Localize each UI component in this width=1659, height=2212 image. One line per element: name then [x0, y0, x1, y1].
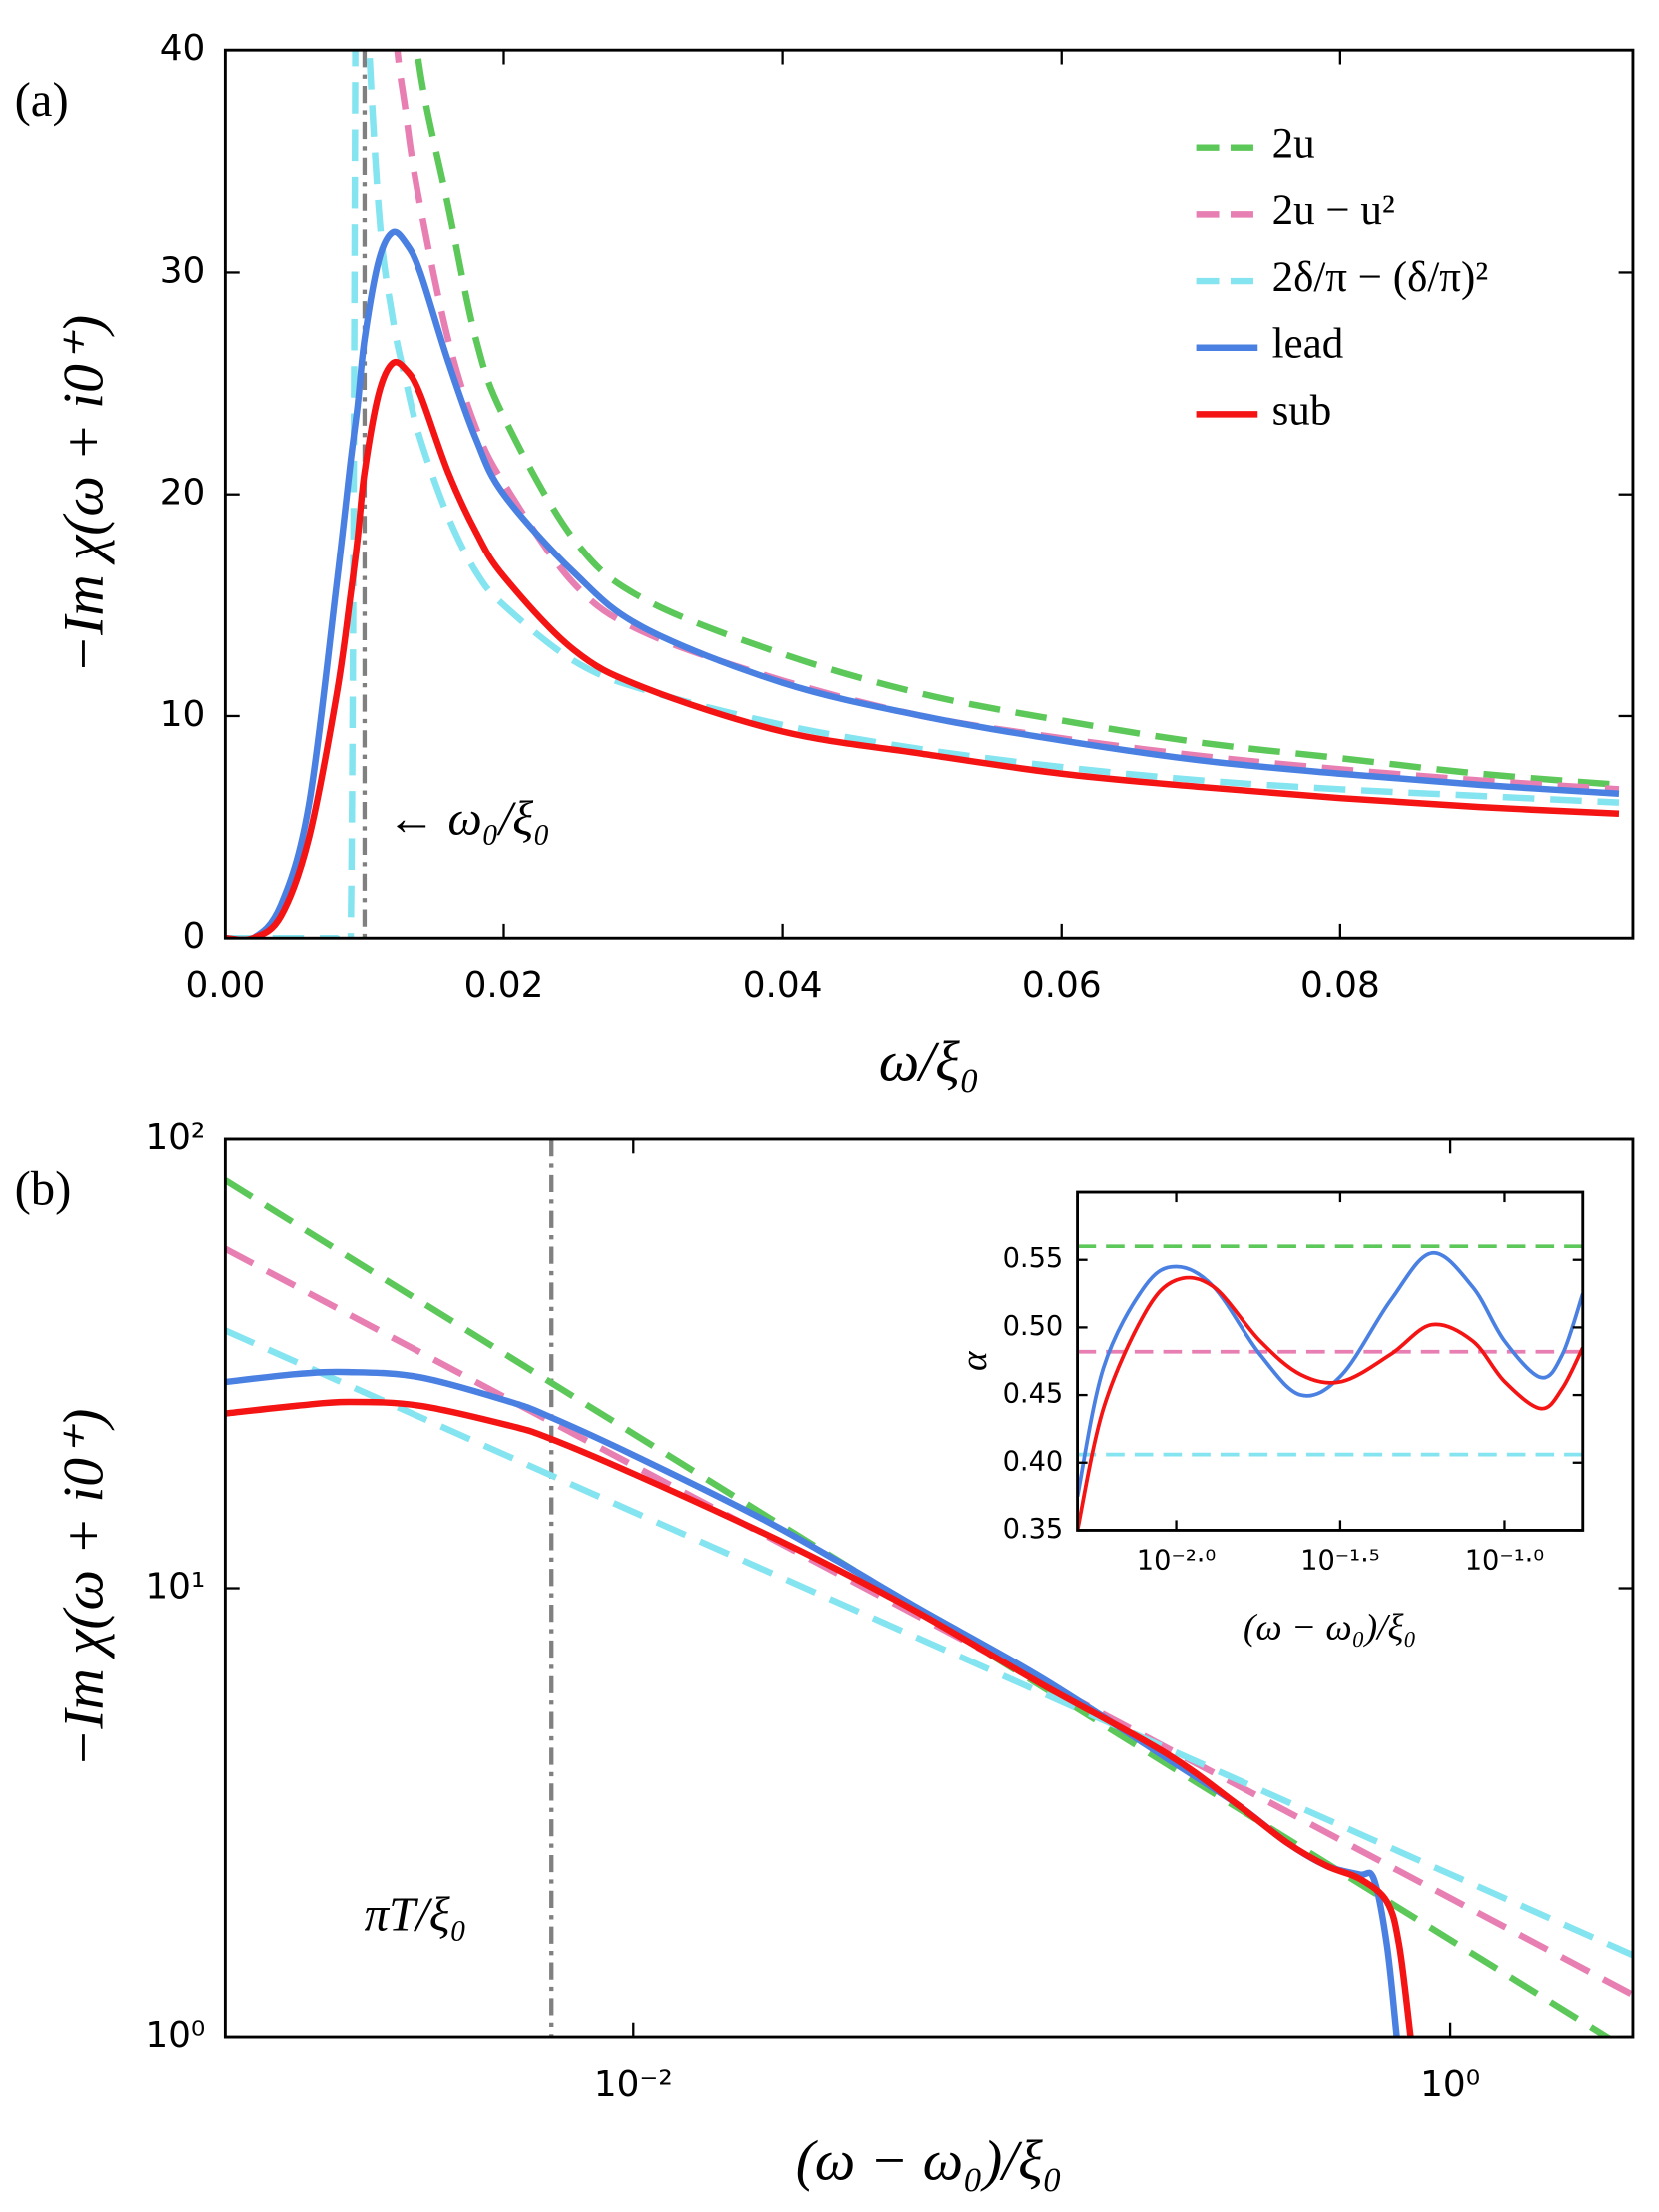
x-tick-label: 0.06: [1022, 965, 1102, 1006]
y-tick-label: 10²: [145, 1117, 205, 1158]
panel: 10⁻²·⁰ 10⁻¹·⁵ 10⁻¹·⁰ 0.35 0.40 0.45 0.50 0.55 (ω…: [954, 1190, 1585, 1648]
series-group: [1077, 1244, 1583, 1531]
data-line: [225, 1398, 1414, 2038]
plot-background: [1077, 1192, 1583, 1531]
y-tick-label: 0: [183, 916, 206, 957]
legend-label: lead: [1272, 321, 1344, 368]
x-tick-label: 0.08: [1300, 965, 1380, 1006]
plot-frame: [1076, 1190, 1585, 1532]
y-tick-label: 0.45: [1003, 1379, 1064, 1410]
x-tick-label: 0.04: [743, 965, 823, 1006]
x-tick-label: 10⁻²: [594, 2064, 673, 2105]
data-line: [225, 50, 1620, 939]
series-group: [225, 1138, 1633, 2038]
x-tick-label: 10⁻²·⁰: [1137, 1545, 1217, 1576]
data-line: [225, 228, 1620, 939]
legend-label: 2δ/π − (δ/π)²: [1272, 254, 1489, 301]
x-axis-label: (ω − ω₀)/ξ₀: [796, 2129, 1063, 2192]
y-axis-label: −Im χ(ω + i0⁺): [52, 1409, 115, 1768]
y-tick-label: 40: [160, 28, 206, 69]
y-tick-label: 20: [160, 473, 206, 514]
y-axis-label: α: [954, 1350, 995, 1371]
data-line: [394, 50, 1620, 793]
y-tick-label: 0.50: [1003, 1311, 1064, 1342]
data-line: [225, 1245, 1633, 1998]
data-line: [1077, 1251, 1583, 1497]
data-line: [225, 358, 1620, 939]
y-tick-label: 10⁰: [145, 2015, 205, 2056]
y-tick-label: 0.40: [1003, 1446, 1064, 1477]
legend-label: 2u: [1272, 121, 1315, 168]
y-tick-label: 0.35: [1003, 1514, 1064, 1545]
x-tick-label: 0.00: [185, 965, 265, 1006]
panel: 0.00 0.02 0.04 0.06 0.08 0 10 20 30 40 ω/ξ₀ −Im χ(ω…: [15, 28, 1635, 1093]
data-line: [1077, 1275, 1583, 1531]
panel-label: (a): [15, 73, 69, 127]
x-tick-label: 10⁻¹·⁰: [1465, 1545, 1545, 1576]
data-line: [225, 1327, 1633, 1959]
annotation: πT/ξ₀: [365, 1888, 467, 1942]
series-group: [225, 50, 1620, 939]
y-tick-label: 30: [160, 250, 206, 291]
y-tick-label: 10: [160, 694, 206, 735]
x-tick-label: 10⁰: [1420, 2064, 1480, 2105]
x-axis-label: ω/ξ₀: [879, 1030, 980, 1093]
legend-label: 2u − u²: [1272, 187, 1395, 234]
legend-label: sub: [1272, 387, 1332, 434]
x-tick-label: 0.02: [464, 965, 544, 1006]
y-tick-label: 0.55: [1003, 1243, 1064, 1274]
annotation: ← ω₀/ξ₀: [387, 792, 550, 846]
panel-label: (b): [15, 1162, 72, 1216]
x-axis-label: (ω − ω₀)/ξ₀: [1244, 1607, 1416, 1648]
x-tick-label: 10⁻¹·⁵: [1300, 1545, 1380, 1576]
y-tick-label: 10¹: [145, 1567, 205, 1608]
y-axis-label: −Im χ(ω + i0⁺): [52, 315, 115, 674]
